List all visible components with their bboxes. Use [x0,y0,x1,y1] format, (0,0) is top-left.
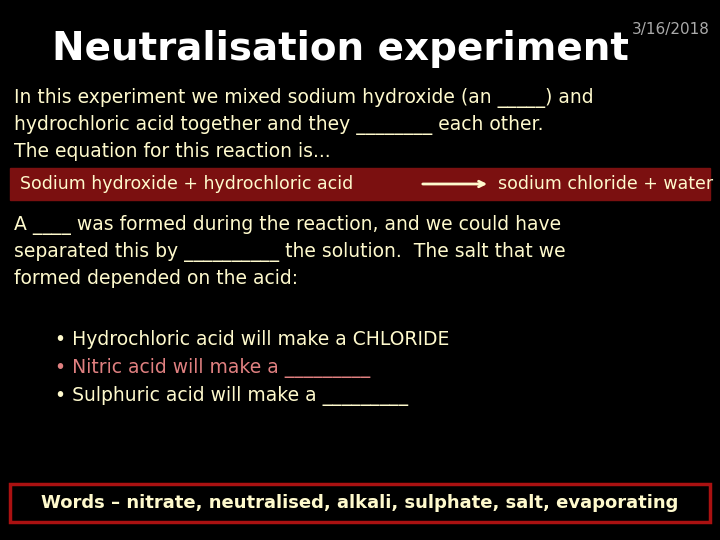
Text: A ____ was formed during the reaction, and we could have: A ____ was formed during the reaction, a… [14,215,561,235]
Text: separated this by __________ the solution.  The salt that we: separated this by __________ the solutio… [14,242,566,262]
Text: The equation for this reaction is...: The equation for this reaction is... [14,142,330,161]
Text: • Nitric acid will make a _________: • Nitric acid will make a _________ [55,358,370,378]
Bar [10,484,710,522]
Text: hydrochloric acid together and they ________ each other.: hydrochloric acid together and they ____… [14,115,544,135]
Text: formed depended on the acid:: formed depended on the acid: [14,269,298,288]
Text: sodium chloride + water: sodium chloride + water [498,175,713,193]
Text: In this experiment we mixed sodium hydroxide (an _____) and: In this experiment we mixed sodium hydro… [14,88,593,108]
Text: • Sulphuric acid will make a _________: • Sulphuric acid will make a _________ [55,386,408,406]
Bar [10,168,710,200]
Text: 3/16/2018: 3/16/2018 [632,22,710,37]
Text: • Hydrochloric acid will make a CHLORIDE: • Hydrochloric acid will make a CHLORIDE [55,330,449,349]
Text: Sodium hydroxide + hydrochloric acid: Sodium hydroxide + hydrochloric acid [20,175,354,193]
Text: Neutralisation experiment: Neutralisation experiment [52,30,629,68]
Text: Words – nitrate, neutralised, alkali, sulphate, salt, evaporating: Words – nitrate, neutralised, alkali, su… [41,494,679,512]
